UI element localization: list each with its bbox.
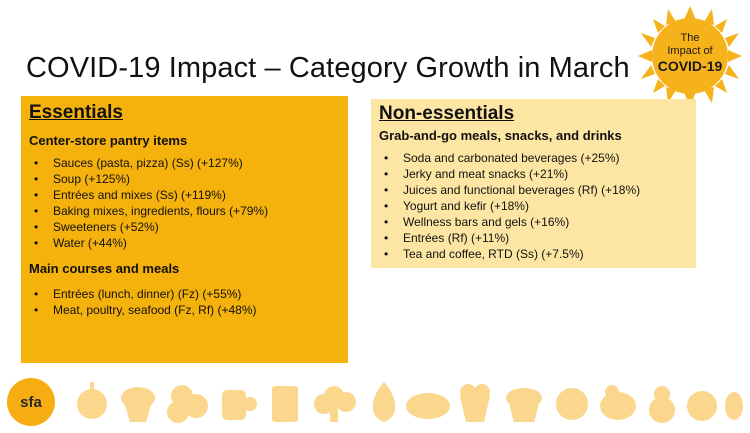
list-item: Yogurt and kefir (+18%)	[379, 198, 688, 214]
sunburst-icon	[638, 6, 742, 106]
list-item: Tea and coffee, RTD (Ss) (+7.5%)	[379, 246, 688, 262]
chicken-icon	[600, 385, 636, 420]
non-essentials-group-label: Grab-and-go meals, snacks, and drinks	[379, 128, 622, 143]
coffee-mug-icon	[222, 390, 257, 420]
leafy-greens-icon	[167, 385, 208, 423]
badge-line-1: The	[680, 32, 700, 44]
non-essentials-heading: Non-essentials	[379, 103, 515, 124]
list-item: Sweeteners (+52%)	[29, 219, 340, 235]
badge-line-2: Impact of	[667, 45, 713, 57]
sfa-logo: sfa	[7, 378, 55, 426]
list-item: Soup (+125%)	[29, 171, 340, 187]
list-item: Meat, poultry, seafood (Fz, Rf) (+48%)	[29, 302, 340, 318]
list-item: Entrées (lunch, dinner) (Fz) (+55%)	[29, 286, 340, 302]
essentials-group-label: Center-store pantry items	[29, 133, 188, 148]
essentials-group-label: Main courses and meals	[29, 261, 180, 276]
non-essentials-list: Soda and carbonated beverages (+25%) Jer…	[379, 150, 688, 262]
essentials-meals-list: Entrées (lunch, dinner) (Fz) (+55%) Meat…	[29, 286, 340, 318]
basket-icon	[506, 388, 542, 422]
list-item: Jerky and meat snacks (+21%)	[379, 166, 688, 182]
essentials-pantry-list: Sauces (pasta, pizza) (Ss) (+127%) Soup …	[29, 155, 340, 251]
flame-icon	[372, 382, 396, 422]
apple-icon	[77, 382, 107, 419]
badge-text: The Impact of COVID-19	[636, 32, 744, 74]
essentials-heading: Essentials	[29, 102, 123, 123]
list-item: Juices and functional beverages (Rf) (+1…	[379, 182, 688, 198]
list-item: Wellness bars and gels (+16%)	[379, 214, 688, 230]
broccoli-icon	[314, 386, 356, 422]
covid-impact-badge: The Impact of COVID-19	[636, 6, 744, 106]
list-item: Soda and carbonated beverages (+25%)	[379, 150, 688, 166]
pear-icon	[649, 386, 675, 423]
popcorn-icon	[460, 384, 490, 422]
badge-line-3: COVID-19	[657, 58, 723, 74]
list-item: Entrées and mixes (Ss) (+119%)	[29, 187, 340, 203]
list-item: Sauces (pasta, pizza) (Ss) (+127%)	[29, 155, 340, 171]
list-item: Baking mixes, ingredients, flours (+79%)	[29, 203, 340, 219]
non-essentials-panel: Non-essentials Grab-and-go meals, snacks…	[371, 99, 696, 268]
essentials-panel: Essentials Center-store pantry items Sau…	[21, 96, 348, 363]
slide-title: COVID-19 Impact – Category Growth in Mar…	[26, 52, 630, 84]
chocolate-bar-icon	[272, 386, 298, 422]
citrus-icon	[556, 388, 588, 420]
tomato-icon	[687, 391, 717, 421]
food-icons-strip	[77, 382, 743, 423]
list-item: Water (+44%)	[29, 235, 340, 251]
lemon-icon	[725, 392, 743, 420]
cupcake-icon	[121, 387, 155, 422]
list-item: Entrées (Rf) (+11%)	[379, 230, 688, 246]
croissant-icon	[406, 393, 450, 419]
